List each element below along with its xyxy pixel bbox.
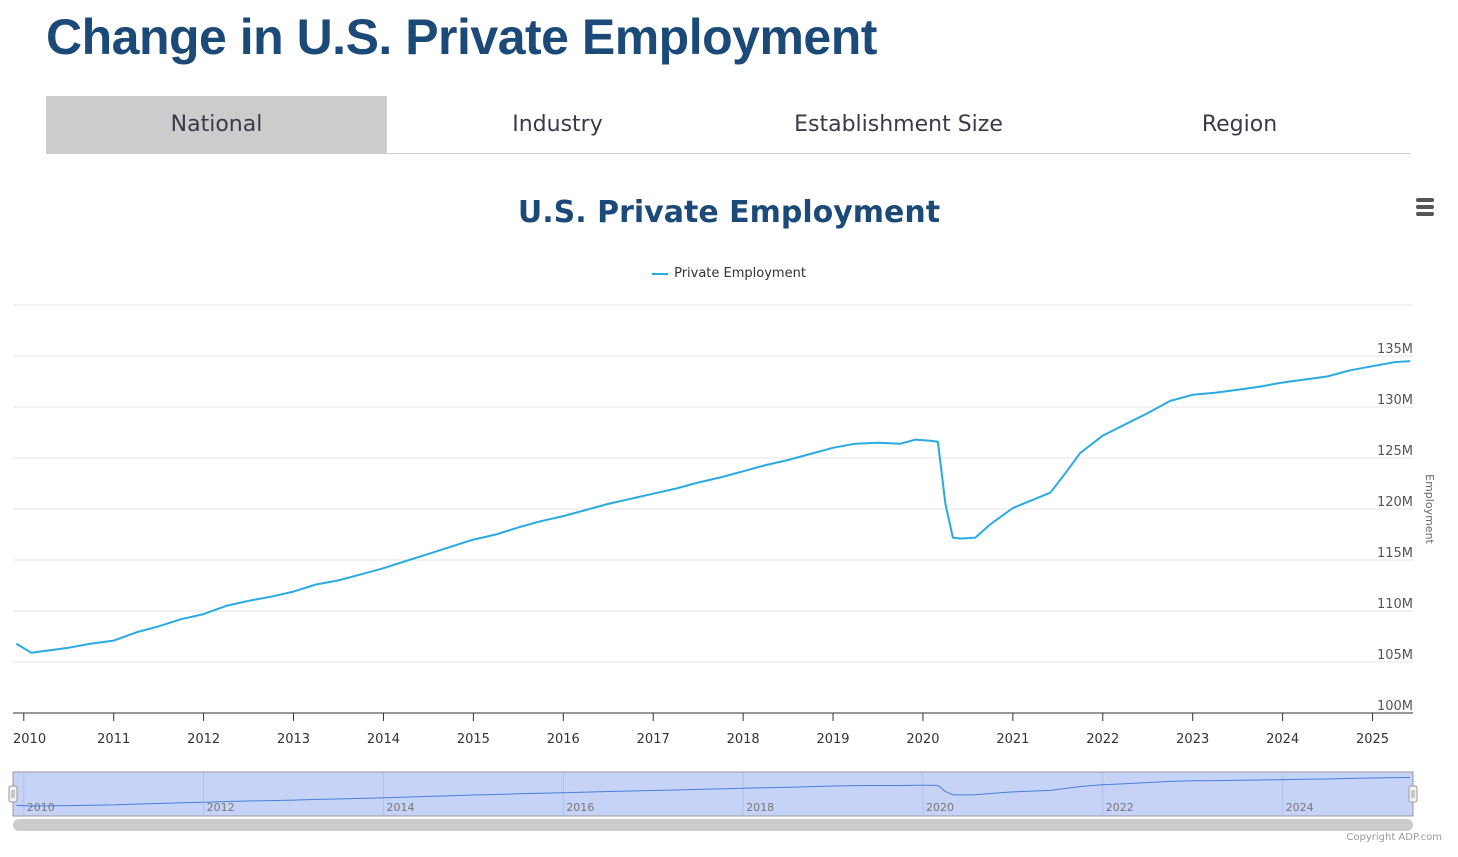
navigator-tick-label: 2022 xyxy=(1106,801,1134,814)
x-tick-label: 2014 xyxy=(367,732,400,747)
y-tick-label: 110M xyxy=(1377,597,1413,612)
x-tick-label: 2021 xyxy=(996,732,1029,747)
navigator-tick-label: 2020 xyxy=(926,801,954,814)
x-tick-label: 2020 xyxy=(906,732,939,747)
x-tick-label: 2013 xyxy=(277,732,310,747)
legend-label: Private Employment xyxy=(674,266,806,281)
navigator-handle-right[interactable] xyxy=(1408,785,1418,803)
navigator-tick-label: 2018 xyxy=(746,801,774,814)
x-tick-label: 2016 xyxy=(547,732,580,747)
x-tick-label: 2023 xyxy=(1176,732,1209,747)
y-tick-label: 115M xyxy=(1377,546,1413,561)
y-tick-label: 125M xyxy=(1377,444,1413,459)
x-tick-label: 2011 xyxy=(97,732,130,747)
y-tick-label: 120M xyxy=(1377,495,1413,510)
x-tick-label: 2019 xyxy=(816,732,849,747)
series-line-private-employment xyxy=(15,360,1411,654)
navigator-handle-left[interactable] xyxy=(8,785,18,803)
navigator-window xyxy=(12,771,1414,817)
tab-bar: National Industry Establishment Size Reg… xyxy=(46,96,1410,154)
x-tick-label: 2025 xyxy=(1356,732,1389,747)
y-tick-label: 135M xyxy=(1377,342,1413,357)
x-tick-label: 2010 xyxy=(13,732,46,747)
navigator-tick-label: 2024 xyxy=(1286,801,1314,814)
hamburger-menu-icon[interactable] xyxy=(1416,198,1442,220)
page-title: Change in U.S. Private Employment xyxy=(46,9,877,65)
tab-national[interactable]: National xyxy=(46,96,387,153)
navigator-scrollbar[interactable] xyxy=(13,819,1413,831)
navigator-series-line xyxy=(16,777,1411,807)
tab-region[interactable]: Region xyxy=(1201,112,1278,137)
chart-legend[interactable]: Private Employment xyxy=(0,266,1458,281)
chart-title: U.S. Private Employment xyxy=(517,195,941,230)
tab-establishment-size[interactable]: Establishment Size xyxy=(794,112,1003,137)
copyright-text: Copyright ADP.com xyxy=(1346,832,1442,843)
x-tick-label: 2017 xyxy=(637,732,670,747)
y-tick-label: 105M xyxy=(1377,648,1413,663)
y-axis-title: Employment xyxy=(1423,474,1436,544)
y-tick-label: 100M xyxy=(1377,699,1413,714)
navigator-tick-label: 2016 xyxy=(566,801,594,814)
navigator-tick-label: 2010 xyxy=(27,801,55,814)
x-tick-label: 2015 xyxy=(457,732,490,747)
x-tick-label: 2022 xyxy=(1086,732,1119,747)
x-tick-label: 2024 xyxy=(1266,732,1299,747)
x-tick-label: 2018 xyxy=(727,732,760,747)
y-tick-label: 130M xyxy=(1377,393,1413,408)
legend-swatch xyxy=(652,272,669,275)
x-tick-label: 2012 xyxy=(187,732,220,747)
tab-industry[interactable]: Industry xyxy=(512,112,603,137)
navigator-tick-label: 2014 xyxy=(386,801,414,814)
navigator-tick-label: 2012 xyxy=(207,801,235,814)
